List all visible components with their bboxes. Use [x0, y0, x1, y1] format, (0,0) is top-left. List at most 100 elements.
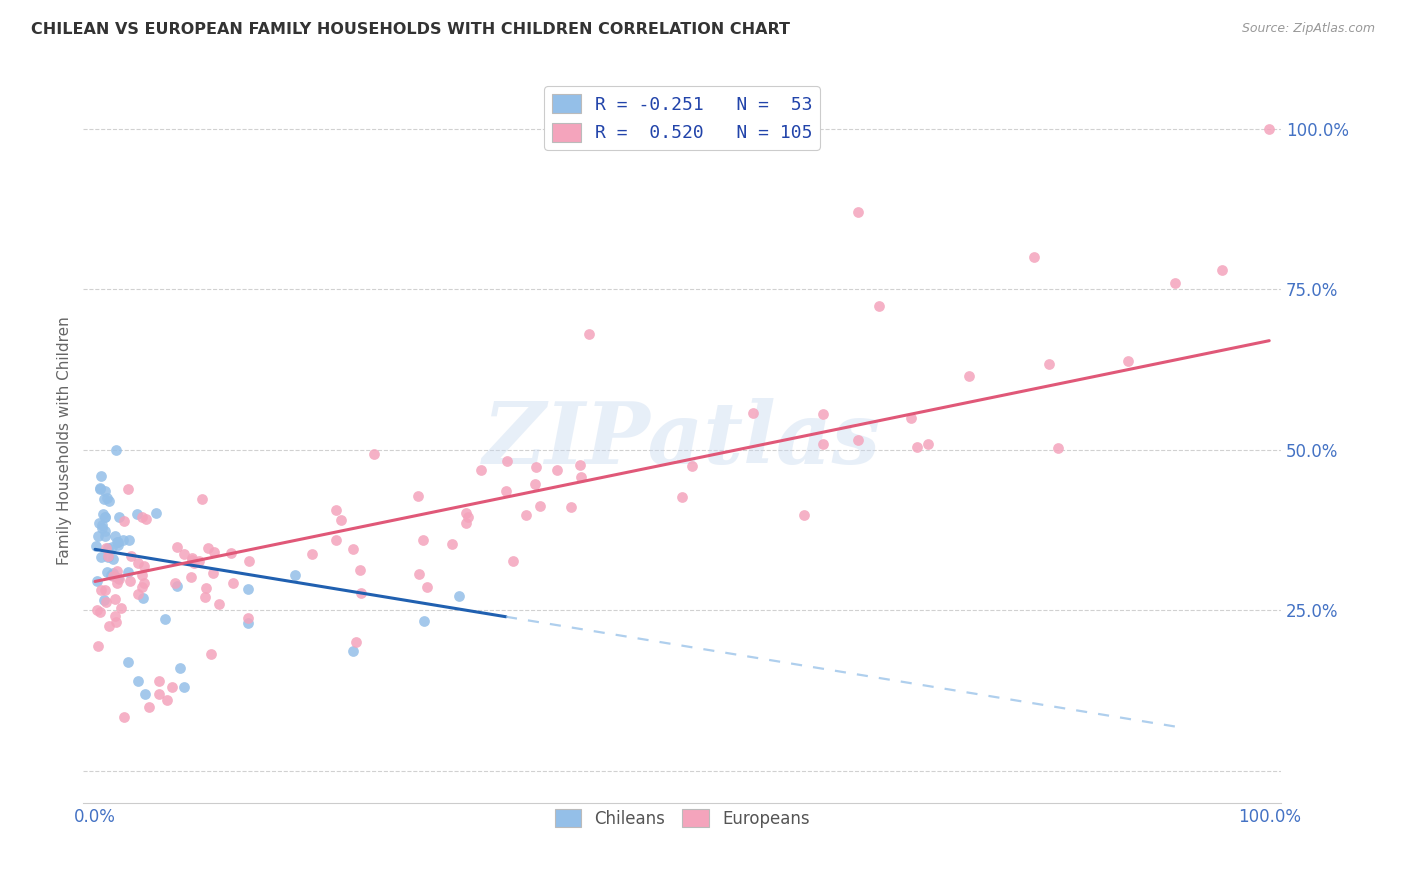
Point	[846, 433, 869, 447]
Point	[813, 437, 835, 451]
Point	[197, 541, 219, 556]
Point	[454, 516, 477, 530]
Point	[104, 608, 127, 623]
Point	[457, 510, 479, 524]
Point	[169, 661, 191, 675]
Point	[93, 593, 115, 607]
Point	[104, 615, 127, 629]
Point	[868, 299, 890, 313]
Point	[156, 693, 179, 707]
Point	[132, 576, 155, 591]
Point	[120, 549, 142, 564]
Point	[363, 447, 385, 461]
Point	[349, 564, 371, 578]
Point	[89, 481, 111, 495]
Point	[107, 535, 129, 549]
Point	[87, 640, 110, 654]
Point	[101, 551, 124, 566]
Point	[100, 541, 122, 555]
Point	[138, 699, 160, 714]
Point	[180, 569, 202, 583]
Point	[87, 529, 110, 543]
Point	[87, 516, 110, 531]
Point	[671, 490, 693, 504]
Point	[93, 509, 115, 524]
Point	[1258, 121, 1281, 136]
Point	[118, 533, 141, 547]
Point	[569, 458, 592, 472]
Point	[416, 581, 439, 595]
Point	[681, 458, 703, 473]
Point	[90, 468, 112, 483]
Point	[957, 369, 980, 384]
Point	[173, 681, 195, 695]
Point	[222, 575, 245, 590]
Point	[110, 601, 132, 615]
Point	[107, 535, 129, 549]
Point	[91, 507, 114, 521]
Point	[515, 508, 537, 523]
Point	[163, 576, 186, 591]
Point	[166, 579, 188, 593]
Point	[187, 554, 209, 568]
Point	[94, 541, 117, 556]
Point	[917, 436, 939, 450]
Point	[97, 549, 120, 564]
Point	[560, 500, 582, 514]
Point	[447, 589, 470, 603]
Y-axis label: Family Households with Children: Family Households with Children	[58, 316, 72, 565]
Point	[94, 583, 117, 598]
Point	[90, 550, 112, 565]
Point	[301, 547, 323, 561]
Point	[153, 612, 176, 626]
Point	[412, 533, 434, 547]
Point	[569, 470, 592, 484]
Point	[104, 591, 127, 606]
Point	[89, 605, 111, 619]
Point	[900, 411, 922, 425]
Point	[127, 556, 149, 570]
Point	[93, 491, 115, 506]
Point	[441, 537, 464, 551]
Point	[117, 655, 139, 669]
Point	[470, 463, 492, 477]
Point	[117, 483, 139, 497]
Point	[127, 587, 149, 601]
Point	[330, 513, 353, 527]
Point	[91, 521, 114, 535]
Point	[107, 537, 129, 551]
Point	[97, 550, 120, 565]
Point	[741, 407, 763, 421]
Point	[97, 619, 120, 633]
Point	[846, 205, 869, 219]
Point	[117, 565, 139, 579]
Point	[105, 564, 128, 578]
Point	[811, 407, 834, 421]
Point	[94, 529, 117, 543]
Point	[160, 681, 183, 695]
Point	[90, 583, 112, 598]
Point	[127, 507, 149, 521]
Point	[114, 710, 136, 724]
Point	[342, 644, 364, 658]
Point	[325, 533, 347, 548]
Point	[284, 567, 307, 582]
Point	[132, 591, 155, 605]
Point	[529, 500, 551, 514]
Point	[1046, 441, 1069, 455]
Point	[238, 611, 260, 625]
Point	[1024, 250, 1046, 264]
Point	[200, 647, 222, 661]
Point	[412, 614, 434, 628]
Point	[201, 566, 224, 580]
Point	[166, 540, 188, 554]
Text: Source: ZipAtlas.com: Source: ZipAtlas.com	[1241, 22, 1375, 36]
Point	[120, 574, 142, 588]
Point	[86, 574, 108, 588]
Text: CHILEAN VS EUROPEAN FAMILY HOUSEHOLDS WITH CHILDREN CORRELATION CHART: CHILEAN VS EUROPEAN FAMILY HOUSEHOLDS WI…	[31, 22, 790, 37]
Point	[495, 484, 517, 499]
Point	[208, 597, 231, 611]
Point	[238, 554, 260, 568]
Point	[100, 567, 122, 582]
Point	[148, 673, 170, 688]
